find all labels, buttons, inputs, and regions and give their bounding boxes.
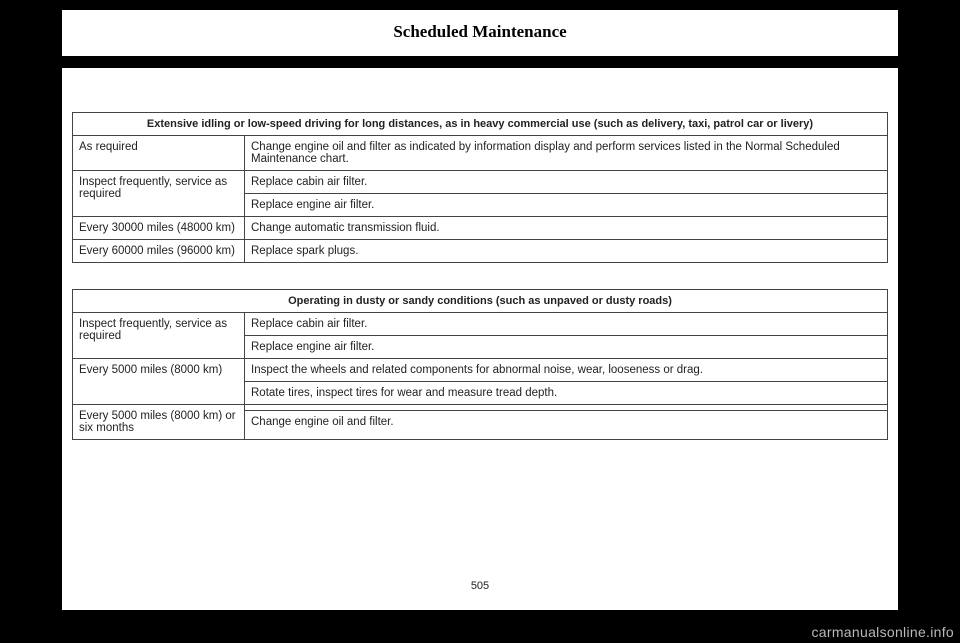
- maintenance-table-dusty: Operating in dusty or sandy conditions (…: [72, 289, 888, 440]
- page-header: Scheduled Maintenance: [62, 10, 898, 68]
- page-number: 505: [62, 580, 898, 592]
- action-cell: Change engine oil and filter.: [245, 411, 888, 440]
- page-container: Scheduled Maintenance Extensive idling o…: [62, 10, 898, 610]
- action-cell: Rotate tires, inspect tires for wear and…: [245, 382, 888, 405]
- maintenance-table-idling: Extensive idling or low-speed driving fo…: [72, 112, 888, 263]
- table-title: Operating in dusty or sandy conditions (…: [73, 290, 888, 313]
- action-cell: Change automatic transmission fluid.: [245, 217, 888, 240]
- content-area: Extensive idling or low-speed driving fo…: [72, 112, 888, 466]
- action-cell: Change engine oil and filter as indicate…: [245, 136, 888, 171]
- action-cell: Replace cabin air filter.: [245, 313, 888, 336]
- page-title: Scheduled Maintenance: [62, 10, 898, 42]
- interval-cell: Every 30000 miles (48000 km): [73, 217, 245, 240]
- action-cell: Replace spark plugs.: [245, 240, 888, 263]
- interval-cell: Every 5000 miles (8000 km): [73, 359, 245, 405]
- action-cell: Replace engine air filter.: [245, 336, 888, 359]
- table-row: As required Change engine oil and filter…: [73, 136, 888, 171]
- table-row: Every 30000 miles (48000 km) Change auto…: [73, 217, 888, 240]
- interval-cell: Every 5000 miles (8000 km) or six months: [73, 405, 245, 440]
- action-cell: Replace cabin air filter.: [245, 171, 888, 194]
- table-row: Inspect frequently, service as required …: [73, 171, 888, 194]
- action-cell: Inspect the wheels and related component…: [245, 359, 888, 382]
- interval-cell: Every 60000 miles (96000 km): [73, 240, 245, 263]
- table-row: Inspect frequently, service as required …: [73, 313, 888, 336]
- interval-cell: Inspect frequently, service as required: [73, 313, 245, 359]
- interval-cell: Inspect frequently, service as required: [73, 171, 245, 217]
- table-row: Operating in dusty or sandy conditions (…: [73, 290, 888, 313]
- watermark-text: carmanualsonline.info: [812, 624, 955, 640]
- interval-cell: As required: [73, 136, 245, 171]
- table-row: Every 60000 miles (96000 km) Replace spa…: [73, 240, 888, 263]
- table-row: Every 5000 miles (8000 km) Inspect the w…: [73, 359, 888, 382]
- table-title: Extensive idling or low-speed driving fo…: [73, 113, 888, 136]
- table-row: Extensive idling or low-speed driving fo…: [73, 113, 888, 136]
- action-cell: Replace engine air filter.: [245, 194, 888, 217]
